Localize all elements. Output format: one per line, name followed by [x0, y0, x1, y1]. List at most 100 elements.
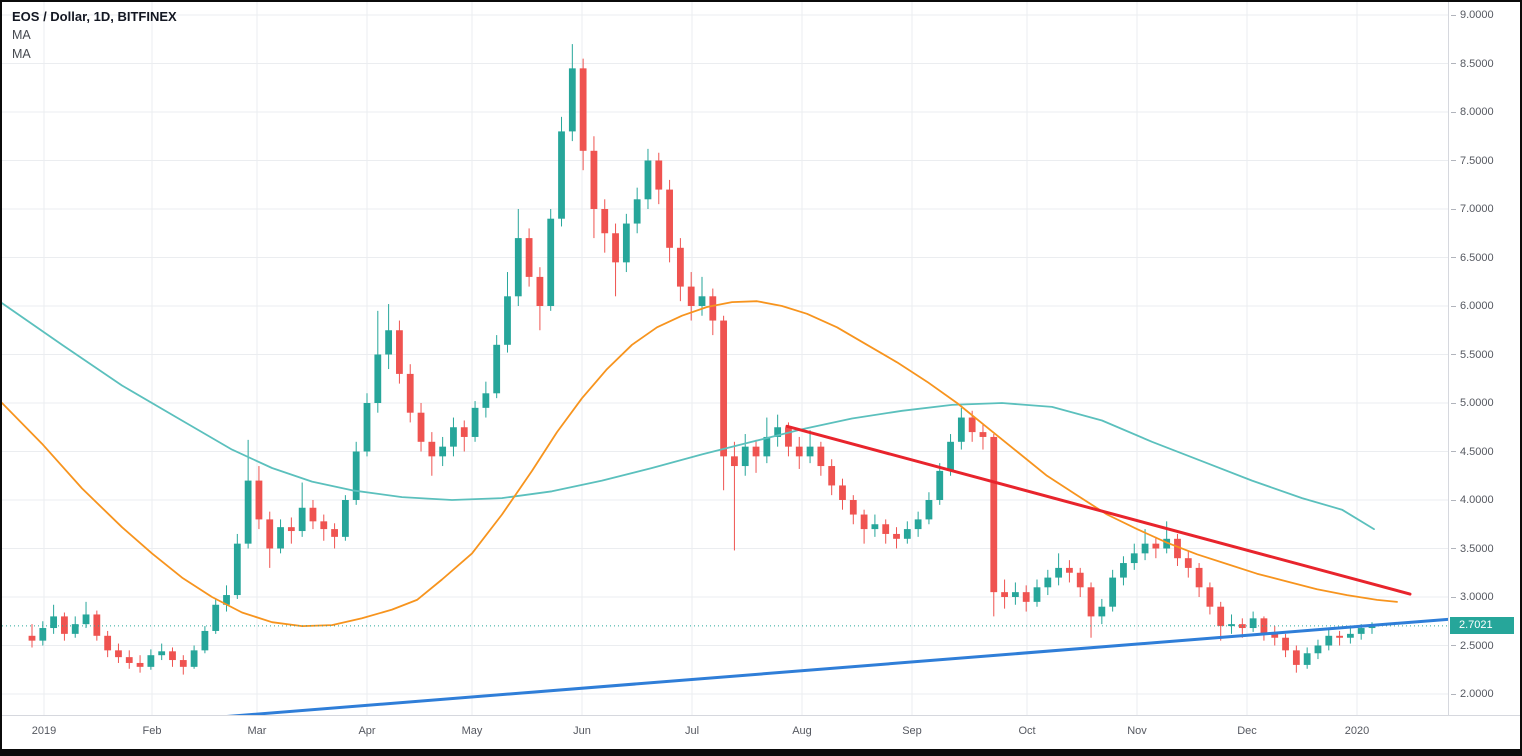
- candle-body: [871, 524, 879, 530]
- time-axis-label: Sep: [902, 725, 922, 737]
- time-axis-label: Apr: [358, 725, 376, 737]
- candle-body: [287, 527, 295, 532]
- candle-body: [514, 238, 522, 297]
- indicator-label-ma-1[interactable]: MA: [12, 28, 31, 42]
- candle-body: [882, 524, 890, 534]
- candle-body: [558, 131, 565, 219]
- chart-plot-area[interactable]: EOS / Dollar, 1D, BITFINEX MA MA: [2, 2, 1448, 715]
- candle-body: [158, 651, 166, 656]
- candle-body: [169, 651, 176, 661]
- price-axis-label: 7.5000: [1451, 154, 1494, 168]
- candle-body: [1098, 606, 1106, 617]
- candle-body: [1314, 645, 1322, 654]
- candle-body: [1087, 587, 1095, 617]
- candle-body: [115, 650, 122, 658]
- candle-body: [1174, 538, 1181, 559]
- candle-body: [212, 604, 220, 631]
- price-axis-label: 4.0000: [1451, 493, 1494, 507]
- candle-body: [320, 521, 328, 530]
- candle-body: [471, 407, 479, 437]
- candle-body: [504, 296, 511, 345]
- candle-body: [417, 412, 425, 442]
- ascending-trendline[interactable]: [217, 617, 1448, 715]
- time-axis-label: Dec: [1237, 725, 1257, 737]
- candle-body: [428, 441, 436, 457]
- ma-line-2[interactable]: [2, 300, 1398, 627]
- descending-trendline[interactable]: [785, 424, 1412, 596]
- candle-body: [957, 417, 965, 442]
- candle-body: [1357, 628, 1365, 634]
- price-axis-label: 5.5000: [1451, 348, 1494, 362]
- candle-body: [990, 436, 998, 593]
- indicator-label-ma-2[interactable]: MA: [12, 47, 31, 61]
- candle-body: [947, 441, 954, 471]
- candle-body: [266, 519, 274, 549]
- time-axis-label: May: [461, 725, 483, 737]
- candle-body: [817, 446, 825, 467]
- candle-body: [936, 470, 944, 500]
- price-axis-label: 9.0000: [1451, 8, 1494, 22]
- candle-body: [633, 199, 641, 224]
- symbol-title[interactable]: EOS / Dollar, 1D, BITFINEX: [12, 9, 177, 24]
- grid-lines: [2, 2, 1448, 715]
- candle-body: [903, 529, 911, 539]
- candle-body: [1292, 650, 1300, 665]
- time-axis-label: Mar: [247, 725, 267, 737]
- time-axis-label: 2020: [1344, 725, 1370, 737]
- candle-body: [601, 209, 609, 234]
- candle-body: [1336, 635, 1343, 638]
- candle-body: [50, 616, 58, 629]
- candle-body: [363, 403, 371, 452]
- candle-body: [839, 485, 846, 500]
- candle-body: [1066, 567, 1073, 573]
- candles-layer: [28, 44, 1376, 675]
- candle-body: [1163, 538, 1171, 549]
- candle-body: [125, 657, 133, 663]
- candle-body: [568, 68, 576, 132]
- candle-body: [655, 160, 663, 190]
- candle-body: [1044, 577, 1052, 588]
- candle-body: [828, 466, 836, 486]
- price-axis-label: 3.0000: [1451, 590, 1494, 604]
- candle-body: [698, 296, 706, 306]
- candle-body: [1001, 592, 1008, 597]
- candle-body: [374, 354, 382, 403]
- candle-body: [61, 616, 68, 634]
- candle-body: [612, 233, 619, 263]
- candle-body: [396, 330, 403, 374]
- candle-body: [1346, 633, 1354, 638]
- candle-body: [1109, 577, 1117, 607]
- candle-body: [277, 527, 284, 549]
- candle-body: [255, 480, 263, 520]
- candle-body: [1120, 563, 1127, 578]
- candle-body: [806, 446, 814, 457]
- candle-body: [104, 635, 112, 651]
- candle-body: [1228, 624, 1235, 627]
- candle-body: [666, 189, 673, 248]
- candle-body: [1282, 637, 1289, 651]
- price-axis-label: 4.5000: [1451, 445, 1494, 459]
- time-axis-label: Jun: [573, 725, 591, 737]
- candle-body: [406, 373, 414, 413]
- candle-body: [676, 247, 684, 287]
- candle-body: [1130, 553, 1138, 564]
- candle-body: [331, 529, 338, 537]
- candle-body: [1260, 618, 1268, 634]
- price-chart-svg[interactable]: [2, 2, 1448, 715]
- candle-body: [482, 393, 490, 408]
- candle-body: [849, 500, 857, 515]
- candle-body: [968, 417, 976, 433]
- time-axis[interactable]: 2019 Feb Mar Apr May Jun Jul Aug Sep Oct Nov Dec 202…: [2, 715, 1520, 749]
- candle-body: [341, 500, 349, 537]
- candle-body: [731, 456, 738, 467]
- price-axis[interactable]: 2.7021 9.0000 8.5000 8.0000 7.5000 7.0000 6.5…: [1448, 2, 1520, 715]
- candle-body: [1271, 633, 1279, 638]
- time-axis-label: Oct: [1018, 725, 1036, 737]
- candle-body: [1055, 567, 1063, 578]
- candle-body: [233, 543, 241, 596]
- candle-body: [979, 432, 987, 437]
- ma-line-1[interactable]: [2, 302, 1375, 530]
- candle-body: [385, 330, 393, 355]
- candle-body: [82, 614, 90, 625]
